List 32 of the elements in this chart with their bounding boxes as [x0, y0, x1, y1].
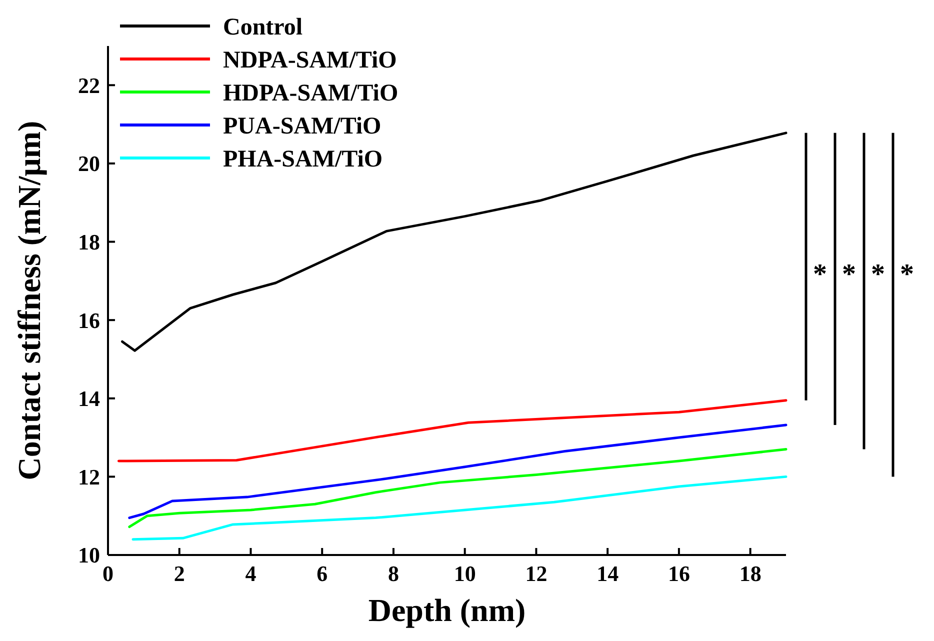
x-tick-label: 10	[454, 561, 476, 586]
line-series	[117, 399, 788, 462]
text: *	[871, 258, 885, 290]
legend-label: PHA-SAM/TiO	[223, 146, 383, 172]
y-tick-label: 20	[78, 151, 100, 176]
x-tick-label: 0	[102, 561, 114, 586]
y-axis-title: Contact stiffness (mN/μm)	[11, 120, 47, 480]
x-axis-title: Depth (nm)	[368, 592, 526, 628]
y-tick-label: 14	[78, 386, 100, 412]
y-tick-label: 16	[78, 308, 100, 333]
text: *	[900, 258, 914, 290]
legend-label: HDPA-SAM/TiO	[223, 80, 398, 106]
x-tick-label: 14	[596, 561, 619, 586]
x-tick-label: 18	[739, 561, 762, 586]
text: *	[842, 258, 856, 290]
text: *	[813, 258, 827, 290]
y-tick-label: 12	[78, 464, 100, 490]
x-tick-label: 12	[525, 561, 548, 586]
x-tick-label: 2	[174, 561, 185, 586]
line-series	[128, 448, 788, 528]
y-tick-label: 18	[78, 229, 100, 254]
legend-label: Control	[223, 14, 303, 40]
y-tick-label: 10	[78, 542, 100, 568]
x-tick-label: 16	[668, 561, 690, 586]
x-tick-label: 6	[316, 561, 328, 586]
y-tick-label: 22	[78, 72, 100, 98]
line-series	[132, 475, 788, 541]
legend-label: NDPA-SAM/TiO	[223, 47, 397, 74]
x-tick-label: 8	[388, 561, 399, 586]
x-tick-label: 4	[245, 561, 256, 586]
legend-label: PUA-SAM/TiO	[223, 113, 382, 140]
line-series	[128, 424, 788, 520]
